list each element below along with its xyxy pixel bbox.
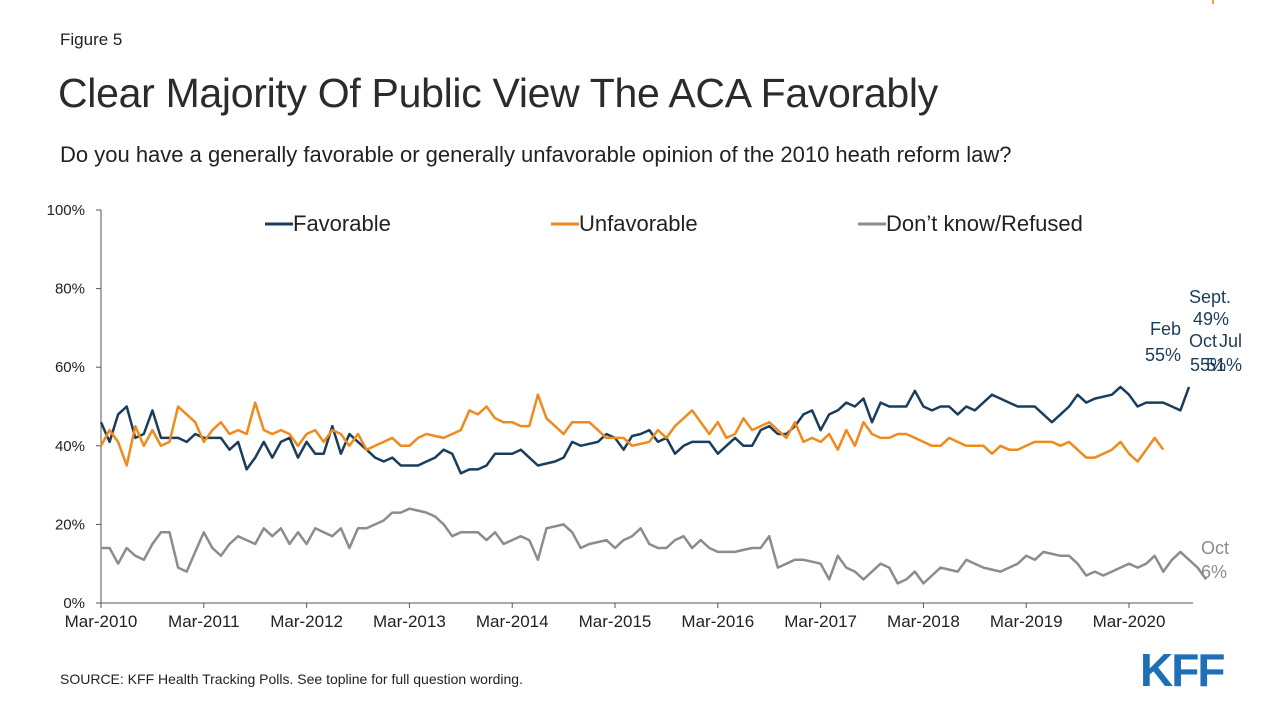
x-tick-label: Mar-2010 [65, 612, 138, 631]
end-annotation: 49% [1193, 309, 1229, 329]
figure-label: Figure 5 [60, 30, 123, 49]
end-annotation: 37% [1107, 0, 1143, 4]
y-tick-label: 60% [55, 359, 85, 376]
x-tick-label: Mar-2013 [373, 612, 446, 631]
end-annotation: Jul [1219, 331, 1242, 351]
legend-label: Unfavorable [579, 211, 698, 236]
end-annotation: 36% [1141, 0, 1177, 4]
end-annotation: Sept. [1189, 287, 1231, 307]
end-annotation: 55% [1145, 345, 1181, 365]
x-tick-label: Mar-2020 [1093, 612, 1166, 631]
y-tick-label: 20% [55, 516, 85, 533]
chart-title: Clear Majority Of Public View The ACA Fa… [58, 70, 938, 116]
y-tick-label: 40% [55, 438, 85, 455]
kff-logo-text: KFF [1140, 646, 1224, 690]
y-tick-label: 80% [55, 281, 85, 298]
end-annotation: 51% [1206, 355, 1242, 375]
line-chart: 0% 20% 40% 60% 80% 100% Mar-2010 Mar-2011 Mar-20… [47, 0, 1242, 631]
legend-label: Favorable [293, 211, 391, 236]
x-tick-label: Mar-2017 [784, 612, 857, 631]
end-annotation: Oct [1189, 331, 1217, 351]
series-line-unfavorable [99, 393, 1165, 467]
end-annotation: 42% [1197, 0, 1233, 4]
x-tick-label: Mar-2011 [168, 612, 240, 631]
series-line-favorable [99, 385, 1191, 475]
kff-logo: KFF [1140, 646, 1226, 690]
source-note: SOURCE: KFF Health Tracking Polls. See t… [60, 671, 523, 687]
x-tick-label: Mar-2014 [476, 612, 549, 631]
y-tick-label: 0% [63, 595, 85, 612]
end-annotation: Feb [1150, 319, 1181, 339]
end-annotation: Sept. [1189, 0, 1231, 4]
end-annotation: 6% [1201, 562, 1227, 582]
end-annotation: 39% [1197, 0, 1233, 4]
legend-label: Don’t know/Refused [886, 211, 1083, 236]
series-line-don-t-know-refused [101, 507, 1208, 585]
end-annotation: Oct [1201, 538, 1229, 558]
x-tick-label: Mar-2015 [579, 612, 652, 631]
x-tick-label: Mar-2016 [681, 612, 754, 631]
x-tick-label: Mar-2012 [270, 612, 343, 631]
x-tick-label: Mar-2019 [990, 612, 1063, 631]
end-annotation: Jul [1149, 0, 1172, 4]
end-annotation: Oct [1201, 0, 1229, 4]
x-tick-label: Mar-2018 [887, 612, 960, 631]
y-tick-label: 100% [47, 202, 85, 219]
end-annotation: Feb [1107, 0, 1138, 4]
end-annotation: 55% [1190, 355, 1226, 375]
chart-subtitle: Do you have a generally favorable or gen… [60, 142, 1012, 167]
